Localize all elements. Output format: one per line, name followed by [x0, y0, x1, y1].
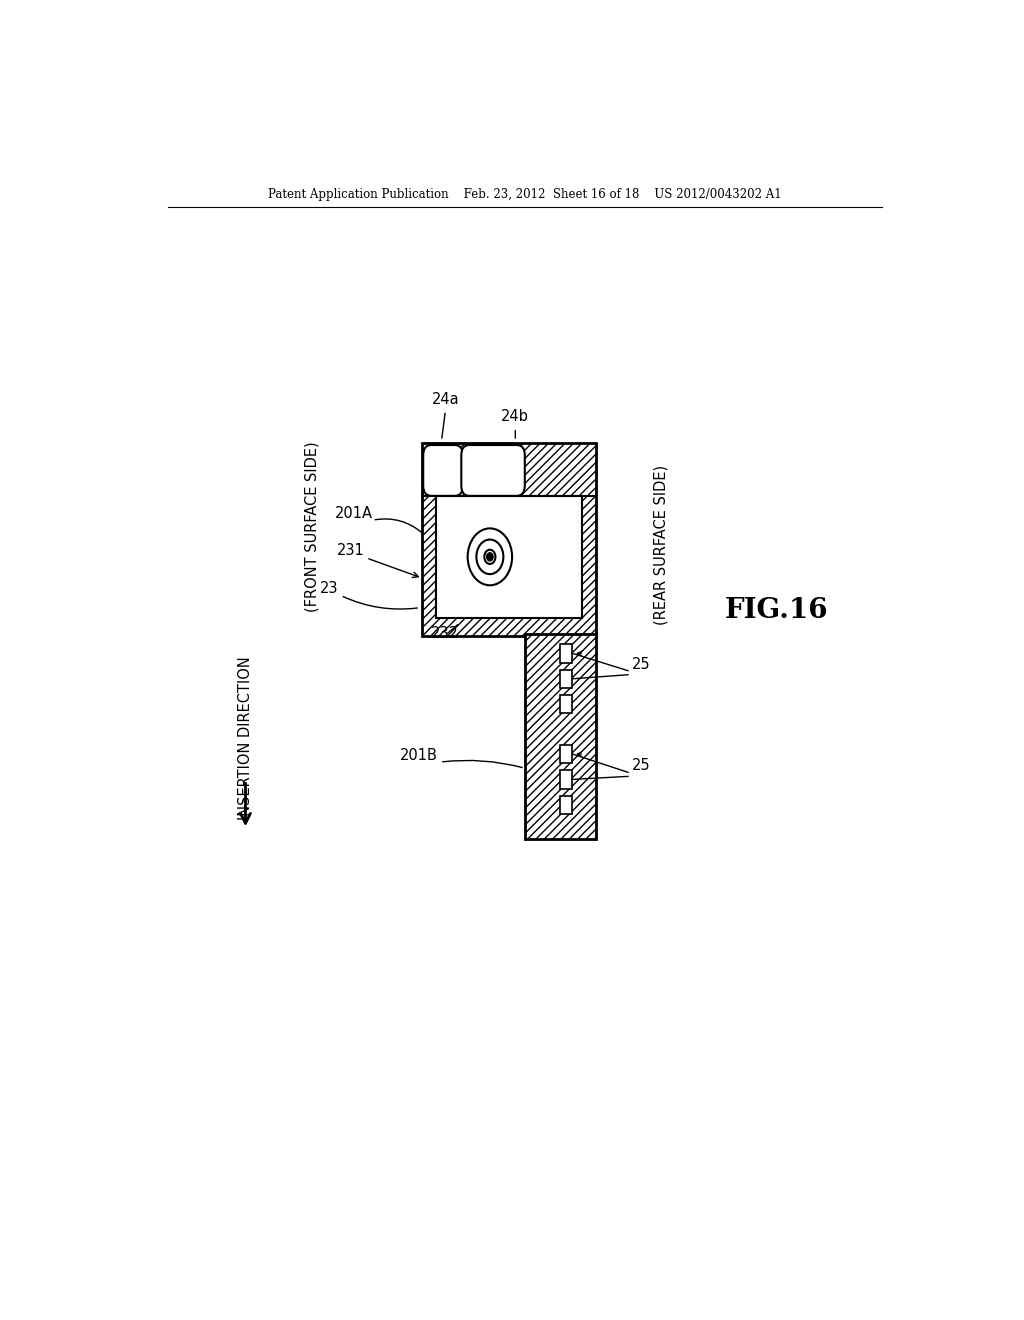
- Bar: [436, 496, 582, 618]
- Text: 231: 231: [337, 543, 365, 558]
- Text: 201A: 201A: [335, 506, 373, 521]
- Text: 25: 25: [632, 758, 650, 774]
- Bar: [560, 744, 572, 763]
- Text: 25: 25: [632, 656, 650, 672]
- Bar: [560, 696, 572, 713]
- Bar: [524, 634, 596, 840]
- Bar: [560, 796, 572, 814]
- Text: (REAR SURFACE SIDE): (REAR SURFACE SIDE): [653, 465, 669, 624]
- Bar: [560, 771, 572, 788]
- Text: Patent Application Publication    Feb. 23, 2012  Sheet 16 of 18    US 2012/00432: Patent Application Publication Feb. 23, …: [268, 189, 781, 202]
- Circle shape: [486, 553, 494, 561]
- Bar: [560, 644, 572, 663]
- Text: INSERTION DIRECTION: INSERTION DIRECTION: [238, 656, 253, 820]
- FancyBboxPatch shape: [423, 445, 463, 496]
- Text: 23: 23: [319, 581, 338, 597]
- Text: 232: 232: [431, 626, 459, 642]
- Text: (FRONT SURFACE SIDE): (FRONT SURFACE SIDE): [304, 441, 319, 611]
- Text: 24b: 24b: [502, 409, 529, 424]
- Bar: [560, 669, 572, 688]
- Text: 24a: 24a: [432, 392, 459, 408]
- FancyBboxPatch shape: [461, 445, 524, 496]
- Text: FIG.16: FIG.16: [725, 597, 828, 624]
- Text: 201B: 201B: [399, 748, 437, 763]
- Bar: [422, 444, 596, 636]
